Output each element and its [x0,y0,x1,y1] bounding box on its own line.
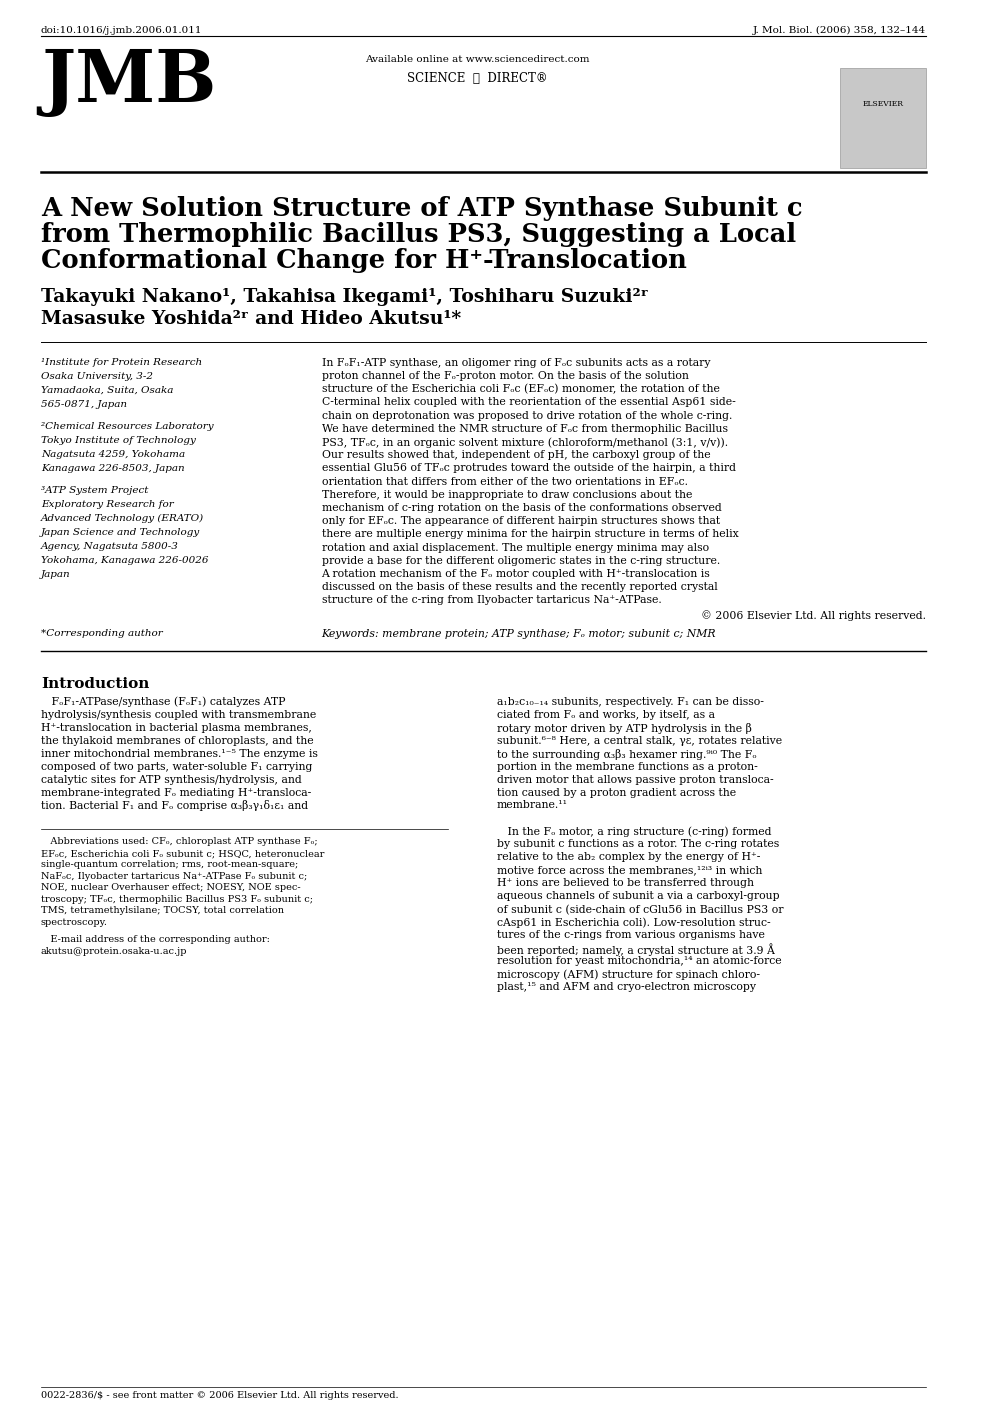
Text: ¹Institute for Protein Research: ¹Institute for Protein Research [41,358,202,366]
Text: there are multiple energy minima for the hairpin structure in terms of helix: there are multiple energy minima for the… [321,529,738,539]
Text: © 2006 Elsevier Ltd. All rights reserved.: © 2006 Elsevier Ltd. All rights reserved… [700,610,926,622]
Text: the thylakoid membranes of chloroplasts, and the: the thylakoid membranes of chloroplasts,… [41,735,313,745]
Text: proton channel of the Fₒ-proton motor. On the basis of the solution: proton channel of the Fₒ-proton motor. O… [321,370,688,382]
Text: portion in the membrane functions as a proton-: portion in the membrane functions as a p… [497,762,758,772]
Text: Takayuki Nakano¹, Takahisa Ikegami¹, Toshiharu Suzuki²ʳ: Takayuki Nakano¹, Takahisa Ikegami¹, Tos… [41,288,649,306]
Text: PS3, TFₒc, in an organic solvent mixture (chloroform/methanol (3:1, v/v)).: PS3, TFₒc, in an organic solvent mixture… [321,438,728,448]
Text: A New Solution Structure of ATP Synthase Subunit c: A New Solution Structure of ATP Synthase… [41,196,803,220]
Text: essential Glu56 of TFₒc protrudes toward the outside of the hairpin, a third: essential Glu56 of TFₒc protrudes toward… [321,463,735,473]
Text: from Thermophilic Bacillus PS3, Suggesting a Local: from Thermophilic Bacillus PS3, Suggesti… [41,222,796,247]
Text: chain on deprotonation was proposed to drive rotation of the whole c-ring.: chain on deprotonation was proposed to d… [321,411,732,421]
Text: discussed on the basis of these results and the recently reported crystal: discussed on the basis of these results … [321,582,717,592]
Text: tion. Bacterial F₁ and Fₒ comprise α₃β₃γ₁δ₁ε₁ and: tion. Bacterial F₁ and Fₒ comprise α₃β₃γ… [41,801,309,811]
Text: J. Mol. Biol. (2006) 358, 132–144: J. Mol. Biol. (2006) 358, 132–144 [753,27,926,35]
Text: only for EFₒc. The appearance of different hairpin structures shows that: only for EFₒc. The appearance of differe… [321,516,719,526]
Text: Agency, Nagatsuta 5800-3: Agency, Nagatsuta 5800-3 [41,542,179,551]
Text: to the surrounding α₃β₃ hexamer ring.⁹ⁱ⁰ The Fₒ: to the surrounding α₃β₃ hexamer ring.⁹ⁱ⁰… [497,749,757,759]
Text: SCIENCE  ⓐ  DIRECT®: SCIENCE ⓐ DIRECT® [407,72,548,86]
Text: structure of the c-ring from Ilyobacter tartaricus Na⁺-ATPase.: structure of the c-ring from Ilyobacter … [321,595,662,605]
Text: catalytic sites for ATP synthesis/hydrolysis, and: catalytic sites for ATP synthesis/hydrol… [41,774,302,784]
Text: Available online at www.sciencedirect.com: Available online at www.sciencedirect.co… [365,55,589,65]
Text: cAsp61 in Escherichia coli). Low-resolution struc-: cAsp61 in Escherichia coli). Low-resolut… [497,918,771,927]
Text: aqueous channels of subunit a via a carboxyl-group: aqueous channels of subunit a via a carb… [497,891,780,902]
Text: ciated from Fₒ and works, by itself, as a: ciated from Fₒ and works, by itself, as … [497,710,715,720]
Text: ²Chemical Resources Laboratory: ²Chemical Resources Laboratory [41,422,213,431]
Text: troscopy; TFₒc, thermophilic Bacillus PS3 Fₒ subunit c;: troscopy; TFₒc, thermophilic Bacillus PS… [41,895,312,904]
Text: rotary motor driven by ATP hydrolysis in the β: rotary motor driven by ATP hydrolysis in… [497,723,752,734]
Text: Exploratory Research for: Exploratory Research for [41,499,174,509]
Text: inner mitochondrial membranes.¹⁻⁵ The enzyme is: inner mitochondrial membranes.¹⁻⁵ The en… [41,749,317,759]
Text: In the Fₒ motor, a ring structure (c-ring) formed: In the Fₒ motor, a ring structure (c-rin… [497,826,772,838]
Text: H⁺ ions are believed to be transferred through: H⁺ ions are believed to be transferred t… [497,878,754,888]
Text: Yamadaoka, Suita, Osaka: Yamadaoka, Suita, Osaka [41,386,174,394]
Text: motive force across the membranes,¹²ⁱ³ in which: motive force across the membranes,¹²ⁱ³ i… [497,866,762,875]
Text: rotation and axial displacement. The multiple energy minima may also: rotation and axial displacement. The mul… [321,543,708,553]
Text: ELSEVIER: ELSEVIER [862,100,904,108]
Text: We have determined the NMR structure of Fₒc from thermophilic Bacillus: We have determined the NMR structure of … [321,424,727,434]
Text: Abbreviations used: CFₒ, chloroplast ATP synthase Fₒ;: Abbreviations used: CFₒ, chloroplast ATP… [41,838,317,846]
Text: doi:10.1016/j.jmb.2006.01.011: doi:10.1016/j.jmb.2006.01.011 [41,27,202,35]
Text: FₒF₁-ATPase/synthase (FₒF₁) catalyzes ATP: FₒF₁-ATPase/synthase (FₒF₁) catalyzes AT… [41,696,286,707]
Text: EFₒc, Escherichia coli Fₒ subunit c; HSQC, heteronuclear: EFₒc, Escherichia coli Fₒ subunit c; HSQ… [41,849,324,859]
Text: In FₒF₁-ATP synthase, an oligomer ring of Fₒc subunits acts as a rotary: In FₒF₁-ATP synthase, an oligomer ring o… [321,358,710,368]
Text: of subunit c (side-chain of cGlu56 in Bacillus PS3 or: of subunit c (side-chain of cGlu56 in Ba… [497,905,784,915]
Text: orientation that differs from either of the two orientations in EFₒc.: orientation that differs from either of … [321,477,687,487]
Text: tures of the c-rings from various organisms have: tures of the c-rings from various organi… [497,930,765,940]
Text: Conformational Change for H⁺-Translocation: Conformational Change for H⁺-Translocati… [41,248,686,274]
Text: by subunit c functions as a rotor. The c-ring rotates: by subunit c functions as a rotor. The c… [497,839,779,849]
Text: been reported; namely, a crystal structure at 3.9 Å: been reported; namely, a crystal structu… [497,943,775,957]
Bar [840,67,926,168]
Text: Keywords: membrane protein; ATP synthase; Fₒ motor; subunit c; NMR: Keywords: membrane protein; ATP synthase… [321,629,716,638]
Text: Therefore, it would be inappropriate to draw conclusions about the: Therefore, it would be inappropriate to … [321,490,692,499]
Text: relative to the ab₂ complex by the energy of H⁺-: relative to the ab₂ complex by the energ… [497,853,760,863]
Text: Kanagawa 226-8503, Japan: Kanagawa 226-8503, Japan [41,464,185,473]
Text: single-quantum correlation; rms, root-mean-square;: single-quantum correlation; rms, root-me… [41,860,299,870]
Text: microscopy (AFM) structure for spinach chloro-: microscopy (AFM) structure for spinach c… [497,969,760,981]
Text: *Corresponding author: *Corresponding author [41,629,163,637]
Text: Japan: Japan [41,570,70,579]
Text: provide a base for the different oligomeric states in the c-ring structure.: provide a base for the different oligome… [321,556,720,565]
Text: NaFₒc, Ilyobacter tartaricus Na⁺-ATPase Fₒ subunit c;: NaFₒc, Ilyobacter tartaricus Na⁺-ATPase … [41,873,308,881]
Text: composed of two parts, water-soluble F₁ carrying: composed of two parts, water-soluble F₁ … [41,762,312,772]
Text: A rotation mechanism of the Fₒ motor coupled with H⁺-translocation is: A rotation mechanism of the Fₒ motor cou… [321,570,710,579]
Text: E-mail address of the corresponding author:: E-mail address of the corresponding auth… [41,936,270,944]
Text: JMB: JMB [41,46,216,116]
Text: driven motor that allows passive proton transloca-: driven motor that allows passive proton … [497,774,774,784]
Text: 0022-2836/$ - see front matter © 2006 Elsevier Ltd. All rights reserved.: 0022-2836/$ - see front matter © 2006 El… [41,1392,399,1400]
Text: akutsu@protein.osaka-u.ac.jp: akutsu@protein.osaka-u.ac.jp [41,947,187,955]
Text: Nagatsuta 4259, Yokohama: Nagatsuta 4259, Yokohama [41,450,186,459]
Text: mechanism of c-ring rotation on the basis of the conformations observed: mechanism of c-ring rotation on the basi… [321,504,721,513]
Text: Our results showed that, independent of pH, the carboxyl group of the: Our results showed that, independent of … [321,450,710,460]
Text: Tokyo Institute of Technology: Tokyo Institute of Technology [41,436,195,445]
Text: spectroscopy.: spectroscopy. [41,918,108,927]
Text: Masasuke Yoshida²ʳ and Hideo Akutsu¹*: Masasuke Yoshida²ʳ and Hideo Akutsu¹* [41,310,461,328]
Text: subunit.⁶⁻⁸ Here, a central stalk, γε, rotates relative: subunit.⁶⁻⁸ Here, a central stalk, γε, r… [497,735,782,745]
Text: Japan Science and Technology: Japan Science and Technology [41,528,200,537]
Text: membrane-integrated Fₒ mediating H⁺-transloca-: membrane-integrated Fₒ mediating H⁺-tran… [41,787,311,797]
Text: C-terminal helix coupled with the reorientation of the essential Asp61 side-: C-terminal helix coupled with the reorie… [321,397,735,407]
Text: H⁺-translocation in bacterial plasma membranes,: H⁺-translocation in bacterial plasma mem… [41,723,311,732]
Text: Osaka University, 3-2: Osaka University, 3-2 [41,372,153,380]
Text: tion caused by a proton gradient across the: tion caused by a proton gradient across … [497,787,736,797]
Text: NOE, nuclear Overhauser effect; NOESY, NOE spec-: NOE, nuclear Overhauser effect; NOESY, N… [41,884,301,892]
Text: a₁b₂c₁₀₋₁₄ subunits, respectively. F₁ can be disso-: a₁b₂c₁₀₋₁₄ subunits, respectively. F₁ ca… [497,696,764,707]
Text: Yokohama, Kanagawa 226-0026: Yokohama, Kanagawa 226-0026 [41,556,208,565]
Text: hydrolysis/synthesis coupled with transmembrane: hydrolysis/synthesis coupled with transm… [41,710,316,720]
Text: membrane.¹¹: membrane.¹¹ [497,801,568,811]
Text: structure of the Escherichia coli Fₒc (EFₒc) monomer, the rotation of the: structure of the Escherichia coli Fₒc (E… [321,384,719,394]
Text: ³ATP System Project: ³ATP System Project [41,485,148,495]
Text: plast,¹⁵ and AFM and cryo-electron microscopy: plast,¹⁵ and AFM and cryo-electron micro… [497,982,756,992]
Text: 565-0871, Japan: 565-0871, Japan [41,400,127,408]
Text: TMS, tetramethylsilane; TOCSY, total correlation: TMS, tetramethylsilane; TOCSY, total cor… [41,906,284,915]
Text: resolution for yeast mitochondria,¹⁴ an atomic-force: resolution for yeast mitochondria,¹⁴ an … [497,957,782,967]
Text: Introduction: Introduction [41,676,150,690]
Text: Advanced Technology (ERATO): Advanced Technology (ERATO) [41,513,204,523]
